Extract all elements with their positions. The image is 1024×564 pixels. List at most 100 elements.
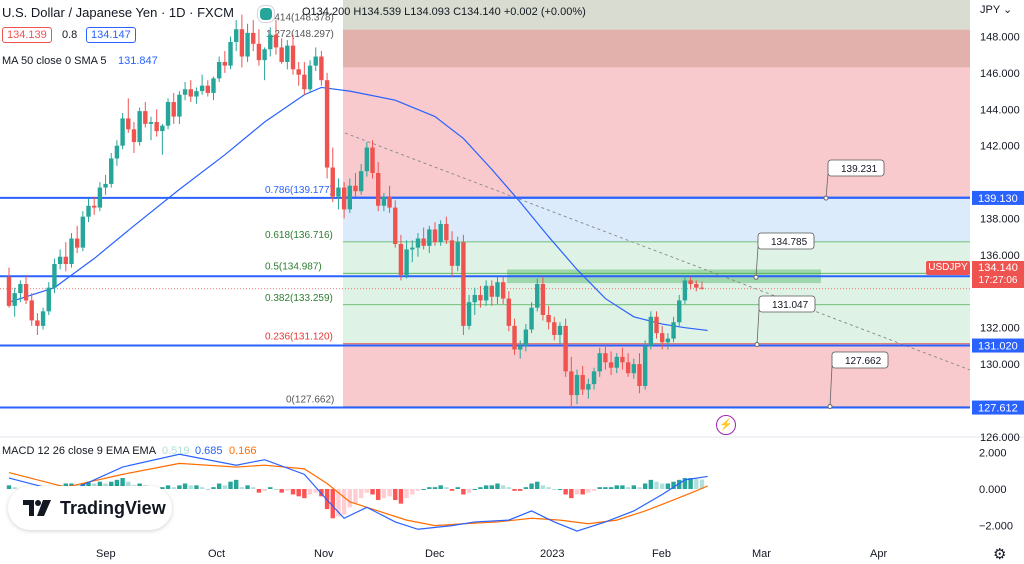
price-callout: [831, 351, 889, 369]
tradingview-logo[interactable]: TradingView: [8, 486, 172, 530]
ask-price[interactable]: 134.147: [86, 27, 136, 43]
macd-hist-bar: [671, 481, 676, 489]
macd-hist-bar: [461, 489, 466, 495]
macd-hist-bar: [273, 489, 279, 490]
candle-body: [552, 322, 557, 335]
candle-body: [444, 223, 449, 241]
candle-body: [256, 43, 262, 61]
candle-body: [699, 287, 705, 289]
macd-hist-bar: [660, 483, 665, 489]
candle-body: [438, 223, 443, 243]
macd-hist-bar: [637, 487, 642, 489]
candle-body: [307, 65, 313, 90]
candle-body: [35, 320, 40, 326]
candle-body: [194, 91, 199, 97]
macd-hist-bar: [427, 487, 432, 489]
candle-body: [177, 94, 182, 117]
bid-price[interactable]: 134.139: [2, 27, 52, 43]
lightning-icon[interactable]: ⚡: [716, 415, 736, 435]
candle-body: [52, 264, 57, 288]
macd-hist-bar: [114, 479, 120, 489]
macd-hist-bar: [574, 489, 580, 495]
macd-hist-bar: [438, 485, 443, 489]
macd-hist-bar: [165, 485, 171, 489]
level-axis-label: 139.130: [978, 193, 1018, 205]
price-axis-tick: 148.000: [980, 32, 1020, 44]
candle-body: [677, 300, 682, 323]
macd-hist-bar: [478, 487, 483, 489]
candle-body: [404, 249, 409, 275]
candle-body: [472, 294, 477, 303]
macd-hist-bar: [529, 483, 534, 489]
symbol-title[interactable]: U.S. Dollar / Japanese Yen · 1D · FXCM: [2, 5, 234, 20]
macd-hist-bar: [336, 489, 341, 517]
candle-body: [364, 147, 370, 172]
callout-pointer: [755, 246, 759, 278]
candle-body: [347, 185, 352, 210]
candle-body: [370, 147, 375, 173]
macd-hist-bar: [358, 489, 364, 499]
macd-hist-bar: [449, 489, 455, 491]
macd-hist-bar: [341, 489, 347, 515]
candle-body: [199, 85, 205, 92]
macd-hist-bar: [694, 478, 699, 489]
macd-hist-bar: [370, 489, 375, 495]
level-axis-tag: [972, 400, 1024, 415]
macd-hist-bar: [126, 481, 131, 489]
candle-body: [376, 173, 381, 206]
spread-value: 0.8: [62, 29, 78, 41]
candle-body: [86, 205, 91, 217]
candle-body: [398, 243, 404, 275]
macd-hist-bar: [199, 487, 205, 489]
price-callout: [758, 295, 816, 313]
macd-hist-bar: [483, 485, 489, 489]
macd-hist-bar: [699, 479, 705, 489]
candle-body: [302, 74, 307, 90]
macd-hist-bar: [251, 487, 256, 489]
gear-icon[interactable]: ⚙: [993, 546, 1007, 563]
ma-indicator-label[interactable]: MA 50 close 0 SMA 5: [2, 55, 107, 67]
macd-hist-bar: [552, 489, 557, 490]
price-axis-tick: 138.000: [980, 214, 1020, 226]
candle-body: [262, 49, 267, 61]
price-callout: [757, 232, 815, 250]
macd-indicator-label[interactable]: MACD 12 26 close 9 EMA EMA: [2, 445, 157, 457]
macd-hist-bar: [495, 483, 500, 489]
macd-hist-bar: [677, 479, 682, 489]
candle-body: [455, 242, 460, 266]
price-axis-tick: 126.000: [980, 432, 1020, 444]
macd-hist-bar: [586, 489, 591, 493]
candle-body: [160, 125, 165, 132]
macd-hist-bar: [205, 489, 210, 490]
candle-body: [137, 111, 142, 143]
candle-body: [74, 238, 80, 248]
candle-body: [18, 284, 23, 294]
currency-label[interactable]: JPY ⌄: [980, 3, 1012, 16]
level-axis-tag: [972, 338, 1024, 353]
macd-hist-bar: [540, 485, 546, 489]
candle-body: [234, 29, 239, 42]
candle-body: [216, 61, 222, 79]
macd-hist-bar: [97, 481, 103, 489]
price-axis-tick: 144.000: [980, 104, 1020, 116]
macd-hist-bar: [608, 487, 614, 489]
candle-body: [569, 371, 574, 396]
candle-body: [63, 256, 68, 264]
macd-hist-bar: [597, 487, 602, 489]
candle-body: [483, 285, 489, 301]
candle-body: [109, 158, 114, 184]
macd-hist-bar: [625, 487, 631, 489]
candle-body: [688, 280, 693, 285]
price-callout-text: 127.662: [845, 356, 882, 367]
candle-body: [171, 102, 176, 117]
macd-hist-bar: [489, 485, 494, 489]
candle-body: [12, 293, 17, 306]
time-axis-label: 2023: [540, 548, 564, 560]
candle-body: [285, 45, 290, 62]
currency-code: JPY: [980, 4, 1000, 16]
macd-hist-bar: [182, 483, 188, 489]
market-status-dot: [258, 6, 274, 22]
candle-body: [228, 41, 233, 66]
macd-hist-bar: [563, 489, 568, 495]
